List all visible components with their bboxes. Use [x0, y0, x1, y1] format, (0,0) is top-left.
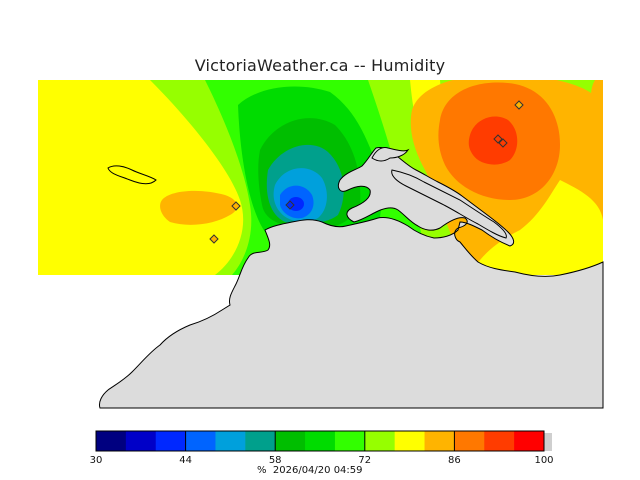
station-saanich-2 [498, 138, 508, 148]
contour-yellow-east [470, 180, 603, 275]
legend-swatch [484, 431, 515, 451]
contour-orange-west [160, 190, 237, 225]
contour-orange-east-inner [468, 116, 518, 165]
station-saanich-1 [493, 134, 503, 144]
legend-color-bar [95, 430, 552, 452]
legend-swatch [514, 431, 545, 451]
legend-swatch [215, 431, 246, 451]
map-title: VictoriaWeather.ca -- Humidity [194, 56, 446, 75]
legend-swatch [424, 431, 455, 451]
legend-swatch [454, 431, 485, 451]
legend-swatch [394, 431, 426, 451]
legend-tail [544, 433, 552, 451]
legend-timestamp: 2026/04/20 04:59 [272, 465, 363, 476]
contour-orange-right-edge [591, 80, 603, 115]
legend-swatch [245, 431, 276, 451]
inlet-peninsula [371, 147, 410, 162]
legend-swatch [96, 431, 127, 451]
station-west-1 [231, 201, 241, 211]
station-west-2 [209, 234, 219, 244]
legend-caption: % 2026/04/20 04:59 [257, 465, 363, 476]
legend-swatch [125, 431, 157, 451]
legend-swatch [364, 431, 396, 451]
legend-swatch [275, 431, 306, 451]
station-north [514, 100, 524, 110]
legend-swatch [305, 431, 336, 451]
station-esquimalt [285, 200, 295, 210]
west-island [107, 165, 157, 185]
inlet-land [391, 169, 507, 239]
stations [209, 100, 524, 244]
legend-swatch [185, 431, 216, 451]
legend-unit: % [257, 465, 267, 476]
legend-swatch [334, 431, 366, 451]
legend-swatch [155, 431, 187, 451]
